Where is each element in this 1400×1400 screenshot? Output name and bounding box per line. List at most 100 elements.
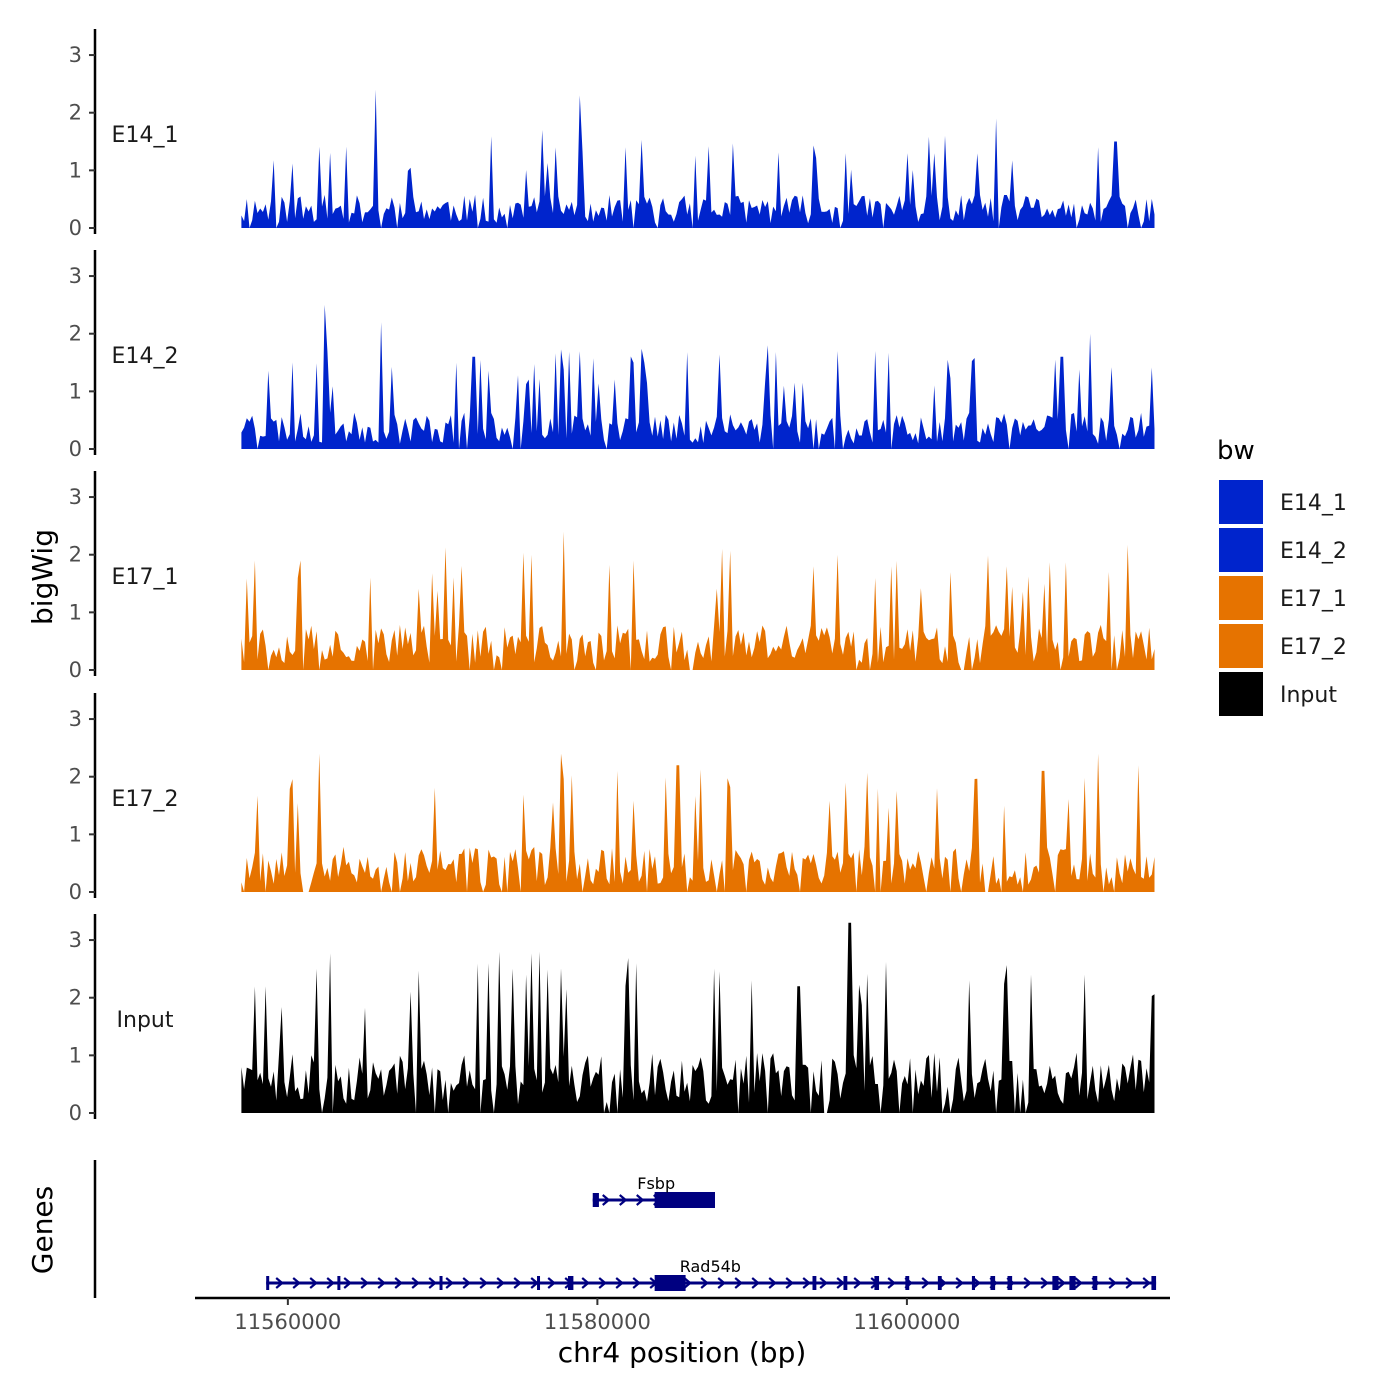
- gene-exon: [439, 1276, 443, 1290]
- y-tick-label: 3: [69, 485, 82, 509]
- strand-arrow: [636, 1194, 645, 1206]
- y-tick-label: 0: [69, 216, 82, 240]
- signal-area-e14_2: [241, 304, 1155, 449]
- track-panel-e14_1: 0 1 2 3 E14_1: [69, 29, 1155, 240]
- gene-rad54b: Rad54b: [266, 1257, 1157, 1291]
- legend-label: E14_1: [1280, 491, 1347, 516]
- y-tick-label: 3: [69, 928, 82, 952]
- y-tick-label: 1: [69, 1043, 82, 1067]
- y-tick-label: 2: [69, 101, 82, 125]
- legend-swatch: [1219, 528, 1263, 572]
- strand-arrow: [1057, 1277, 1066, 1289]
- signal-area-input: [241, 922, 1155, 1113]
- genes-axis-title: Genes: [26, 1186, 59, 1274]
- strand-arrow: [581, 1277, 590, 1289]
- legend-title: bw: [1217, 436, 1255, 466]
- signal-area-e17_1: [241, 531, 1155, 670]
- gene-label: Rad54b: [680, 1257, 741, 1276]
- strand-arrow: [411, 1277, 420, 1289]
- gene-exon: [843, 1276, 848, 1290]
- track-panel-e17_1: 0 1 2 3 E17_1: [69, 471, 1155, 682]
- strand-arrow: [615, 1277, 624, 1289]
- strand-arrow: [377, 1277, 386, 1289]
- strand-arrow: [1023, 1277, 1032, 1289]
- gene-exon: [971, 1276, 975, 1290]
- strand-arrow: [717, 1277, 726, 1289]
- strand-arrow: [955, 1277, 964, 1289]
- strand-arrow: [445, 1277, 454, 1289]
- gene-exon: [567, 1276, 574, 1290]
- y-tick-label: 1: [69, 379, 82, 403]
- legend-swatch: [1219, 672, 1263, 716]
- legend-label: Input: [1280, 683, 1337, 708]
- strand-arrow: [292, 1277, 301, 1289]
- track-panel-e14_2: 0 1 2 3 E14_2: [69, 250, 1155, 461]
- legend-entry-e17_1: E17_1: [1219, 576, 1347, 620]
- y-tick-label: 2: [69, 543, 82, 567]
- y-tick-label: 2: [69, 986, 82, 1010]
- strand-arrow: [836, 1277, 845, 1289]
- strand-arrow: [700, 1277, 709, 1289]
- strand-arrow: [853, 1277, 862, 1289]
- strand-arrow: [275, 1277, 284, 1289]
- genes-panel: 11560000 11580000 11600000 Fsbp Rad54b: [93, 1160, 1170, 1334]
- gene-exon: [592, 1193, 599, 1207]
- strand-arrow: [360, 1277, 369, 1289]
- strand-arrow: [343, 1277, 352, 1289]
- track-panel-input: 0 1 2 3 Input: [69, 914, 1155, 1125]
- track-label: E17_2: [112, 787, 179, 812]
- strand-arrow: [598, 1277, 607, 1289]
- x-tick-label: 11600000: [853, 1310, 960, 1334]
- legend-swatch: [1219, 576, 1263, 620]
- y-tick-label: 3: [69, 43, 82, 67]
- track-label: E14_2: [112, 344, 179, 369]
- legend: bw E14_1 E14_2 E17_1 E17_2 Input: [1217, 436, 1347, 716]
- gene-exon: [905, 1276, 910, 1290]
- y-tick-label: 0: [69, 880, 82, 904]
- legend-label: E17_2: [1280, 635, 1347, 660]
- y-tick-label: 3: [69, 707, 82, 731]
- gene-exon: [266, 1276, 270, 1290]
- strand-arrow: [887, 1277, 896, 1289]
- legend-entry-input: Input: [1219, 672, 1337, 716]
- gene-exon: [537, 1276, 541, 1290]
- tracks-layer: 0 1 2 3 E14_1 0 1 2 3 E14_2 0 1 2 3 E17_1 0 1 2 3 E17_2 0 1 2 3…: [69, 29, 1155, 1125]
- y-tick-label: 0: [69, 437, 82, 461]
- strand-arrow: [921, 1277, 930, 1289]
- x-axis-title: chr4 position (bp): [558, 1336, 807, 1369]
- strand-arrow: [768, 1277, 777, 1289]
- strand-arrow: [1125, 1277, 1134, 1289]
- gene-fsbp: Fsbp: [592, 1174, 715, 1208]
- strand-arrow: [1074, 1277, 1083, 1289]
- strand-arrow: [326, 1277, 335, 1289]
- y-tick-label: 1: [69, 600, 82, 624]
- track-label: E14_1: [112, 123, 179, 148]
- legend-swatch: [1219, 624, 1263, 668]
- strand-arrow: [972, 1277, 981, 1289]
- x-tick-label: 11560000: [234, 1310, 341, 1334]
- y-axis-title: bigWig: [26, 529, 59, 625]
- strand-arrow: [309, 1277, 318, 1289]
- strand-arrow: [619, 1194, 628, 1206]
- legend-entry-e14_2: E14_2: [1219, 528, 1347, 572]
- gene-exon: [937, 1276, 942, 1290]
- strand-arrow: [734, 1277, 743, 1289]
- legend-label: E17_1: [1280, 587, 1347, 612]
- y-tick-label: 2: [69, 322, 82, 346]
- gene-exon: [1069, 1276, 1076, 1290]
- strand-arrow: [479, 1277, 488, 1289]
- strand-arrow: [1040, 1277, 1049, 1289]
- gene-exon: [654, 1192, 715, 1208]
- signal-area-e17_2: [241, 753, 1155, 892]
- y-tick-label: 1: [69, 822, 82, 846]
- gene-exon: [1052, 1276, 1059, 1290]
- strand-arrow: [547, 1277, 556, 1289]
- track-label: E17_1: [112, 565, 179, 590]
- gene-exon: [1092, 1276, 1098, 1290]
- strand-arrow: [602, 1194, 611, 1206]
- strand-arrow: [683, 1277, 692, 1289]
- strand-arrow: [513, 1277, 522, 1289]
- strand-arrow: [802, 1277, 811, 1289]
- gene-exon: [654, 1275, 686, 1291]
